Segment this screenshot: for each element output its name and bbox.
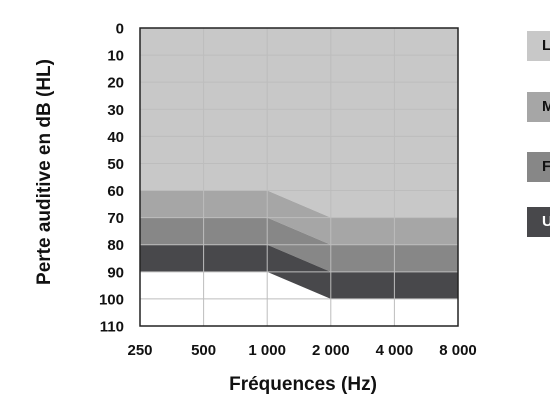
grid	[139, 27, 459, 327]
y-tick-label: 100	[99, 291, 124, 308]
y-tick-label: 70	[107, 210, 124, 227]
y-tick-label: 40	[107, 129, 124, 146]
y-tick-label: 30	[107, 102, 124, 119]
y-tick-label: 10	[107, 48, 124, 65]
y-tick-label: 60	[107, 183, 124, 200]
y-axis-label: Perte auditive en dB (HL)	[34, 59, 55, 285]
x-tick-label: 500	[191, 342, 216, 359]
y-tick-label: 20	[107, 75, 124, 92]
x-axis-label: Fréquences (Hz)	[229, 374, 377, 395]
band-l	[140, 28, 458, 218]
legend-item-m: M	[527, 92, 550, 122]
y-tick-label: 80	[107, 237, 124, 254]
y-tick-labels: 0 10 20 30 40 50 60 70 80 90 100 110	[99, 21, 124, 336]
legend-item-u: U	[527, 207, 550, 237]
y-tick-label: 90	[107, 264, 124, 281]
legend-item-f: F	[527, 152, 550, 182]
legend-item-l: L	[527, 31, 550, 61]
plot-border	[139, 27, 459, 327]
x-tick-label: 4 000	[376, 342, 414, 359]
x-tick-label: 250	[127, 342, 152, 359]
x-tick-labels: 250 500 1 000 2 000 4 000 8 000	[127, 342, 476, 359]
x-tick-label: 8 000	[439, 342, 477, 359]
x-tick-label: 1 000	[248, 342, 286, 359]
y-tick-label: 110	[100, 319, 124, 336]
x-tick-label: 2 000	[312, 342, 350, 359]
y-tick-label: 0	[116, 21, 124, 38]
y-tick-label: 50	[107, 156, 124, 173]
severity-bands	[140, 28, 458, 326]
